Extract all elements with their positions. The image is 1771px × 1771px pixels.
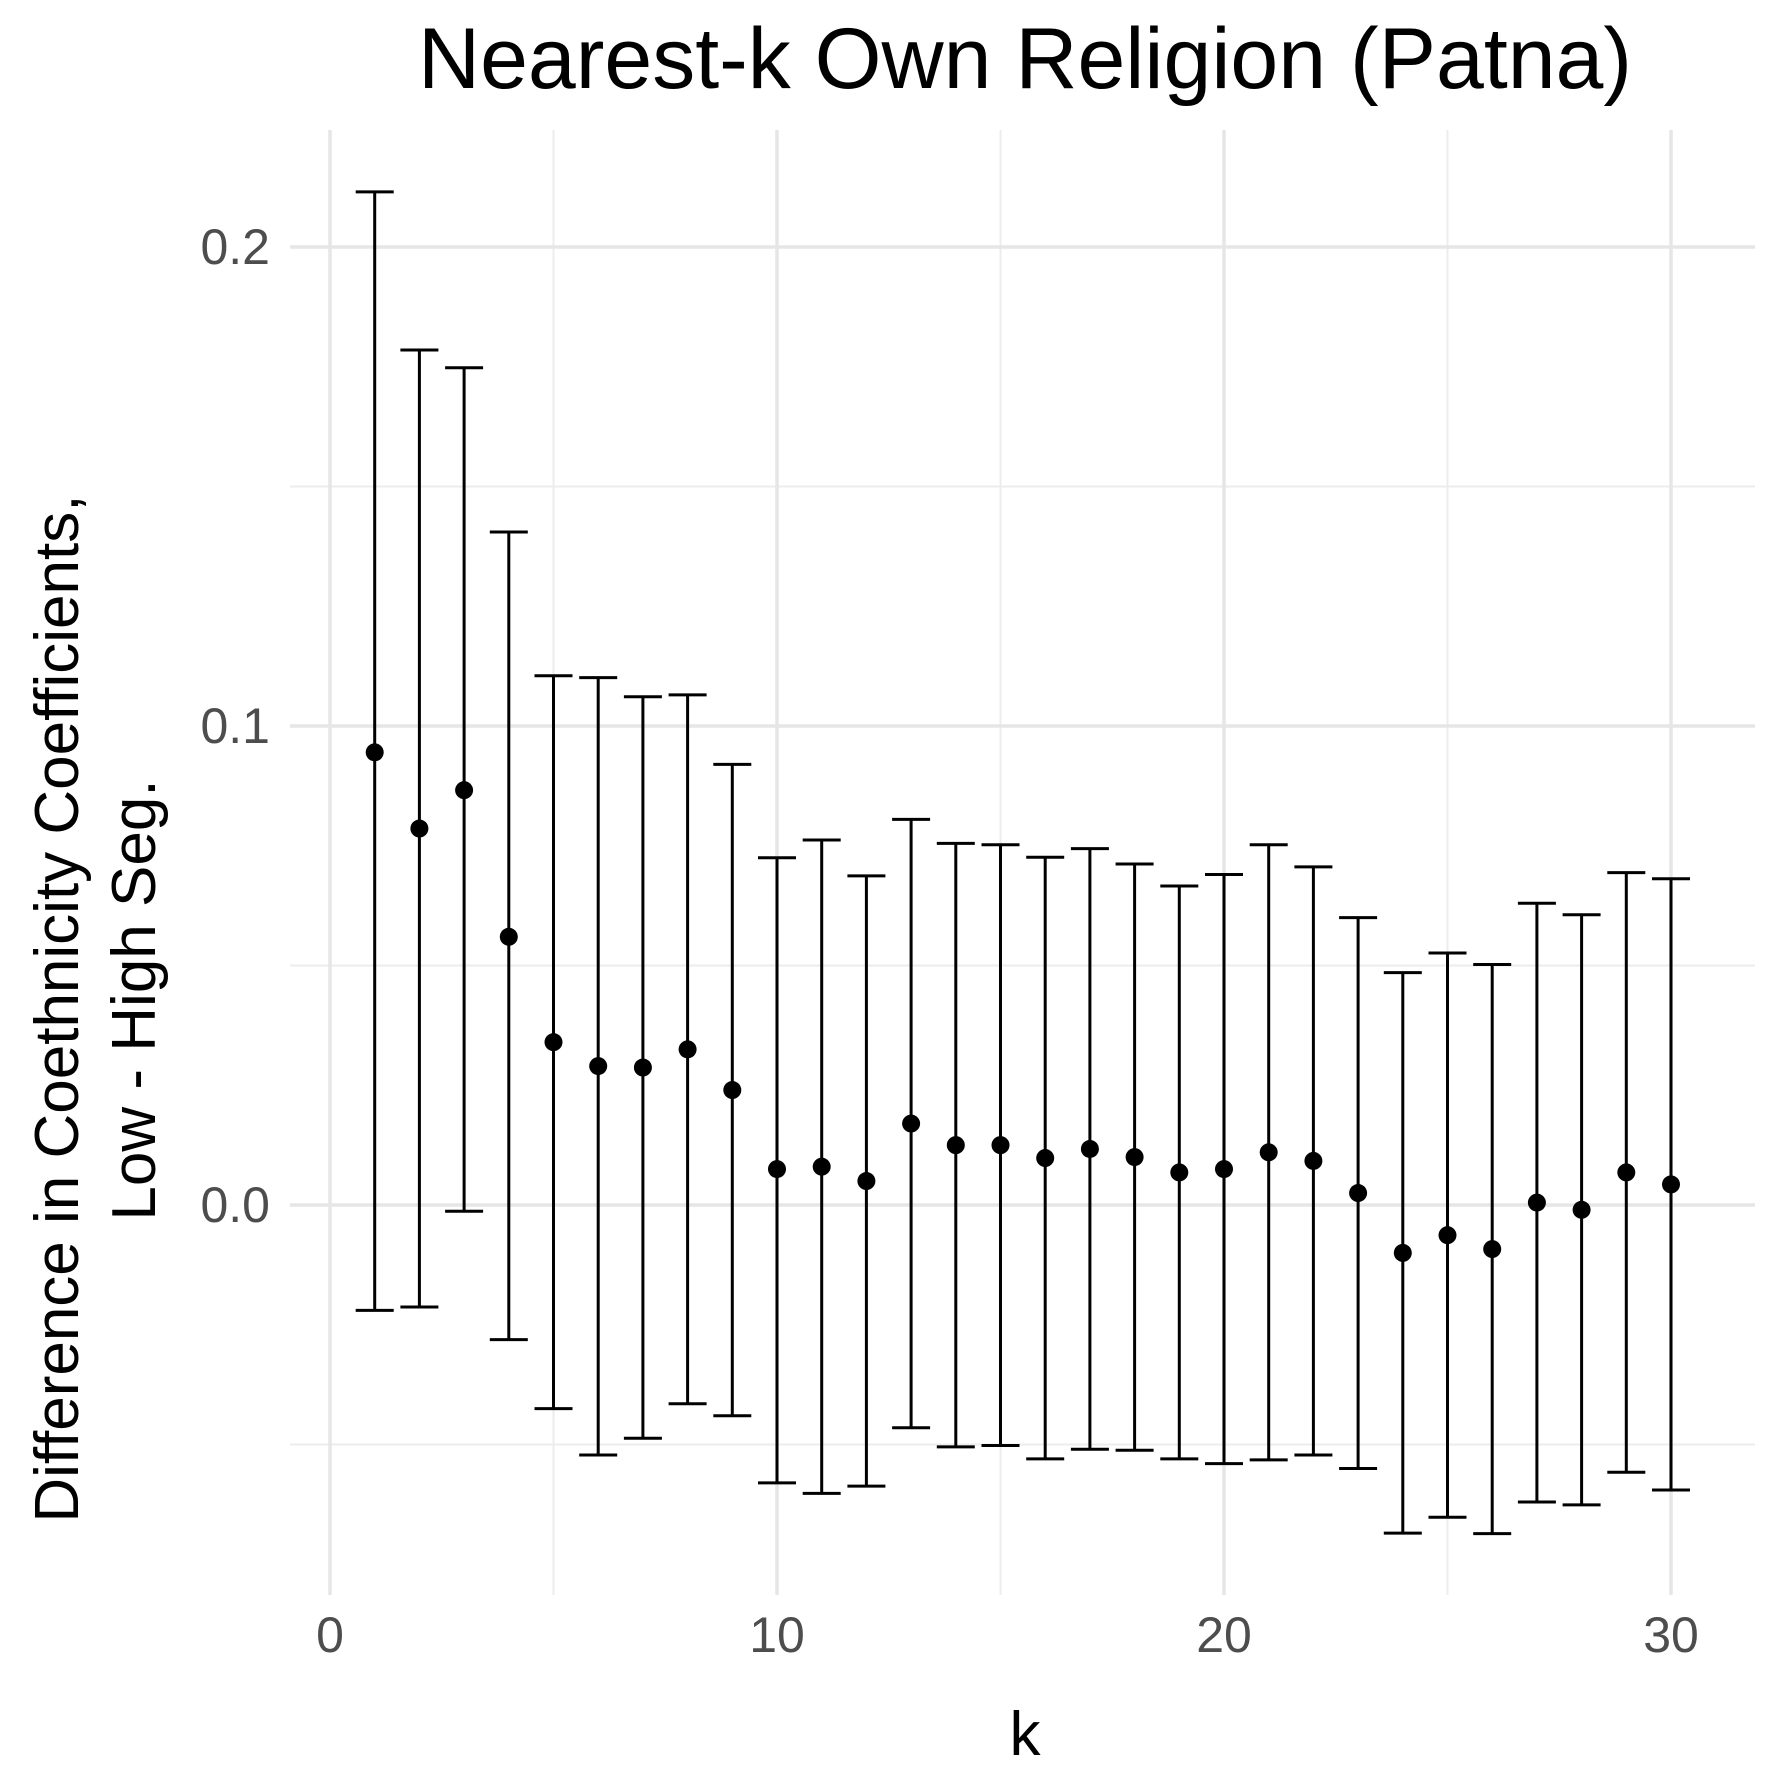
point-estimate	[902, 1114, 921, 1133]
x-tick-label: 10	[749, 1607, 805, 1663]
errorbar-k-13	[892, 817, 931, 1430]
y-axis-title: Difference in Coethnicity Coefficients, …	[23, 477, 169, 1522]
point-estimate	[1304, 1151, 1323, 1170]
point-estimate	[544, 1033, 563, 1052]
point-estimate	[1080, 1139, 1099, 1158]
point-estimate	[768, 1160, 786, 1179]
errorbar-k-8	[668, 693, 707, 1406]
errorbar-k-25	[1428, 951, 1467, 1519]
point-estimate	[1662, 1175, 1680, 1194]
errorbar-k-22	[1294, 865, 1333, 1457]
errorbar-k-29	[1607, 871, 1646, 1474]
point-estimate	[365, 743, 384, 762]
errorbar-k-1	[355, 190, 394, 1312]
point-estimate	[723, 1081, 742, 1100]
x-axis-ticks: 0 10 20 30	[316, 1607, 1699, 1663]
point-estimate	[812, 1157, 831, 1176]
errorbar-k-9	[713, 762, 752, 1418]
errorbar-k-14	[936, 841, 975, 1449]
point-estimate	[589, 1057, 608, 1076]
point-estimate	[857, 1172, 876, 1191]
x-tick-label: 20	[1196, 1607, 1252, 1663]
errorbar-k-2	[400, 348, 439, 1309]
errorbar-k-7	[623, 695, 662, 1440]
errorbar-k-5	[534, 674, 573, 1411]
point-estimate	[678, 1040, 697, 1059]
errorbar-k-23	[1339, 916, 1378, 1470]
errorbar-k-4	[489, 530, 528, 1342]
errorbar-k-20	[1205, 872, 1243, 1466]
errorbar-k-12	[847, 874, 886, 1488]
x-tick-label: 30	[1643, 1607, 1699, 1663]
errorbar-k-30	[1652, 877, 1690, 1492]
errorbar-k-6	[579, 676, 618, 1457]
errorbar-k-28	[1562, 913, 1601, 1507]
y-axis-ticks: 0.0 0.1 0.2	[200, 219, 270, 1233]
point-estimate	[1438, 1226, 1457, 1245]
point-estimate	[1527, 1193, 1546, 1212]
point-estimate	[1036, 1149, 1055, 1168]
y-tick-label: 0.0	[200, 1177, 270, 1233]
errorbar-k-11	[802, 838, 841, 1495]
point-estimate	[1259, 1143, 1278, 1162]
errorbar-k-19	[1160, 884, 1199, 1461]
y-axis-title-line-1: Difference in Coethnicity Coefficients,	[23, 495, 92, 1523]
y-tick-label: 0.1	[200, 698, 270, 754]
point-estimate	[1483, 1240, 1502, 1259]
y-axis-title-line-2: Low - High Seg.	[100, 779, 169, 1220]
point-estimate	[1215, 1160, 1233, 1179]
errorbar-k-10	[758, 856, 796, 1485]
errorbar-k-21	[1249, 843, 1288, 1462]
errorbar-k-27	[1517, 901, 1556, 1504]
point-estimate	[946, 1136, 965, 1155]
point-estimate	[410, 819, 429, 838]
errorbar-k-18	[1115, 862, 1154, 1452]
point-estimate	[1617, 1163, 1636, 1182]
point-estimate	[1349, 1184, 1368, 1203]
y-tick-label: 0.2	[200, 219, 270, 275]
point-estimate	[455, 781, 474, 800]
errorbar-k-16	[1026, 855, 1065, 1461]
errorbar-k-15	[981, 843, 1020, 1447]
errorbar-k-3	[445, 366, 484, 1213]
errorbar-k-24	[1383, 971, 1422, 1535]
point-estimate	[1393, 1243, 1412, 1262]
point-estimate	[633, 1058, 652, 1077]
point-estimate	[1125, 1148, 1144, 1167]
point-estimate	[991, 1136, 1010, 1155]
point-estimate	[1170, 1163, 1189, 1182]
point-estimate	[499, 927, 518, 946]
chart-title: Nearest-k Own Religion (Patna)	[418, 11, 1632, 107]
errorbar-k-17	[1070, 847, 1109, 1451]
errorbar-k-26	[1473, 963, 1512, 1536]
x-tick-label: 0	[316, 1607, 344, 1663]
point-estimate	[1572, 1200, 1591, 1219]
series-errorbars	[355, 190, 1690, 1536]
x-axis-title: k	[1010, 1700, 1042, 1769]
